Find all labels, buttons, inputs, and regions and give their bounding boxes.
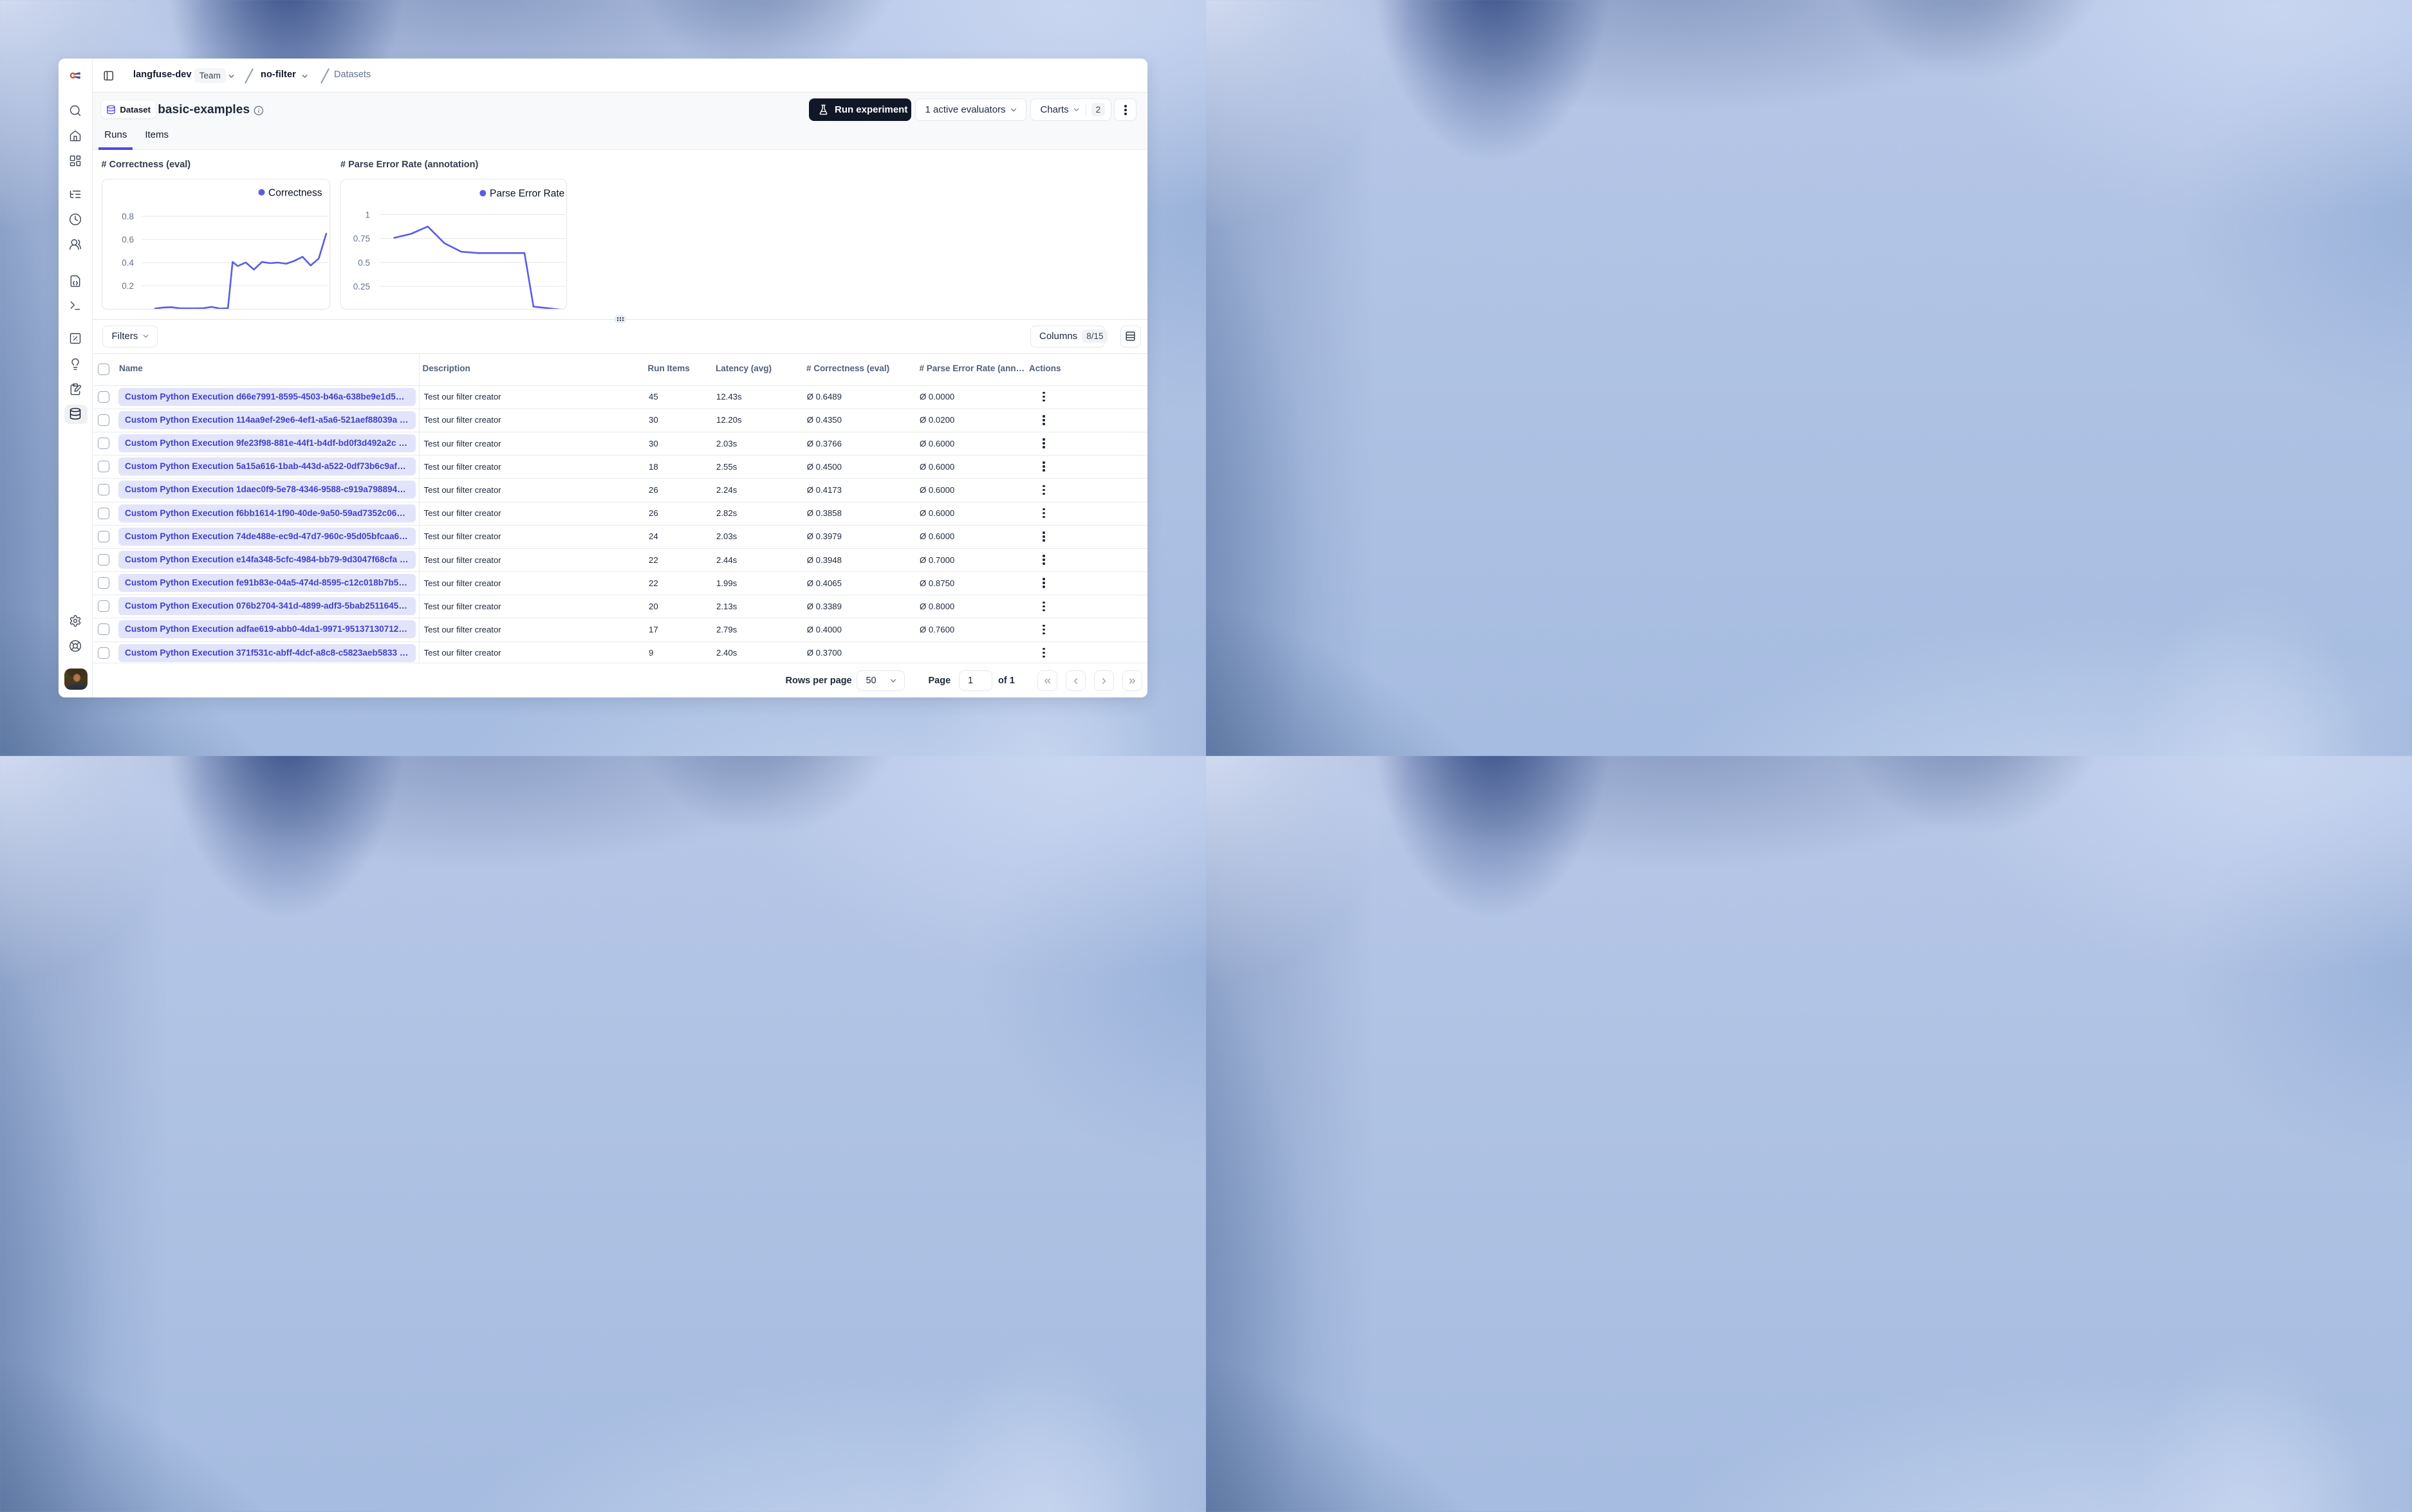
svg-text:Parse Error Rate: Parse Error Rate [490,188,564,199]
svg-text:0.6: 0.6 [122,235,134,244]
svg-text:0.25: 0.25 [353,282,370,291]
svg-text:0.5: 0.5 [358,257,370,267]
svg-text:0.8: 0.8 [122,212,134,221]
svg-text:0.4: 0.4 [122,258,134,268]
svg-text:0.2: 0.2 [122,281,134,291]
svg-text:1: 1 [365,210,370,219]
svg-text:Correctness: Correctness [268,187,322,198]
svg-text:0.75: 0.75 [353,234,370,243]
